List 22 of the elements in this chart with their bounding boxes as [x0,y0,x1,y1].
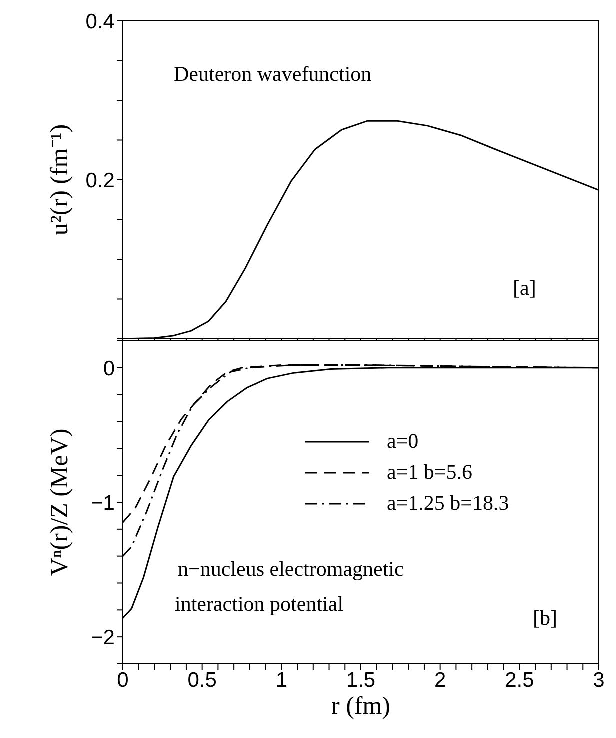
y-tick-label: −1 [91,492,115,515]
x-tick-label: 3 [593,668,605,692]
y-tick-label: 0.4 [86,10,116,34]
annotation: [b] [533,606,558,631]
y-tick-label: 0.2 [86,169,115,192]
x-tick-label: 2 [434,668,446,692]
annotation: Deuteron wavefunction [174,62,372,87]
legend-label: a=0 [387,429,419,454]
y-axis-title: u²(r) (fm⁻¹) [46,124,74,236]
legend-label: a=1.25 b=18.3 [387,491,510,516]
y-tick-label: 0 [103,357,115,380]
x-axis-title: r (fm) [332,693,390,720]
annotation: interaction potential [175,592,344,617]
x-tick-label: 1.5 [346,668,376,692]
legend-label: a=1 b=5.6 [387,460,473,485]
x-tick-label: 0.5 [188,668,217,692]
annotation: [a] [513,276,536,301]
annotation: n−nucleus electromagnetic [178,557,404,582]
x-tick-label: 1 [276,668,288,692]
x-tick-label: 2.5 [505,668,534,692]
y-tick-label: −2 [91,626,115,650]
y-axis-title: Vⁿ(r)/Z (MeV) [46,428,74,576]
